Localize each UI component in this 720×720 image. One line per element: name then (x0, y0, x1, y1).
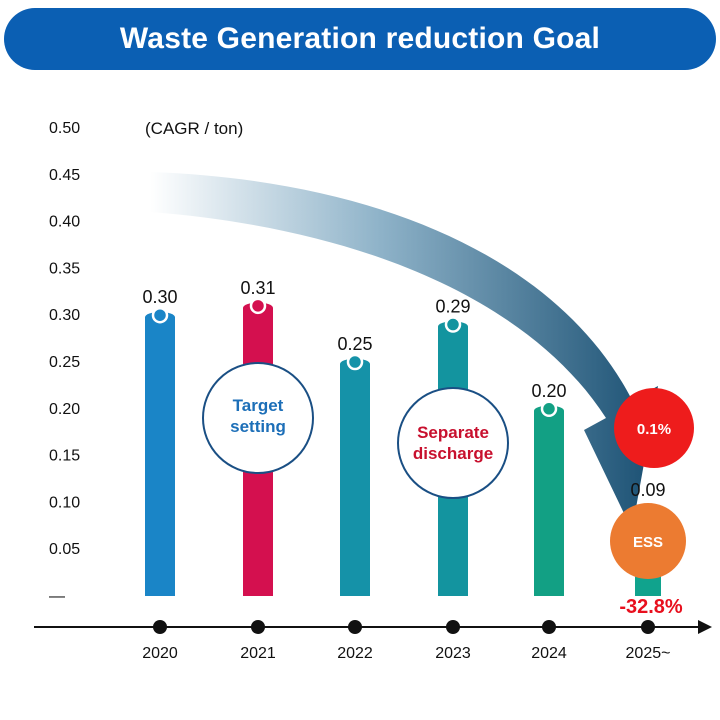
value-label: 0.09 (630, 480, 665, 500)
value-label: 0.31 (240, 278, 275, 298)
y-tick-label: 0.45 (49, 167, 80, 184)
target-setting-line2: setting (230, 417, 286, 436)
y-tick-label: 0.10 (49, 494, 80, 511)
separate-discharge-line2: discharge (413, 444, 493, 463)
x-tick-label: 2023 (435, 645, 471, 662)
x-tick-label: 2022 (337, 645, 373, 662)
y-tick-label: 0.30 (49, 307, 80, 324)
y-tick-label: — (49, 588, 65, 605)
ess-badge-text: ESS (633, 534, 663, 551)
x-axis-arrowhead (698, 620, 712, 634)
axis-dots-group (153, 620, 655, 634)
bar-top-marker (346, 353, 364, 371)
unit-label: (CAGR / ton) (145, 119, 243, 138)
bar-top-marker (151, 306, 169, 324)
ess-badge: ESS (610, 503, 686, 579)
separate-discharge-annotation: Separate discharge (397, 387, 509, 499)
percent-badge: 0.1% (614, 388, 694, 468)
y-tick-label: 0.35 (49, 260, 80, 277)
value-label: 0.25 (337, 334, 372, 354)
y-tick-label: 0.50 (49, 120, 80, 137)
y-axis-ticks: 0.50 0.45 0.40 0.35 0.30 0.25 0.20 0.15 0.10 0.05… (49, 120, 80, 605)
x-tick-label: 2021 (240, 645, 276, 662)
x-tick-label: 2020 (142, 645, 178, 662)
value-label: 0.30 (142, 287, 177, 307)
x-axis-dot (153, 620, 167, 634)
bar-2024 (534, 405, 564, 596)
x-tick-label: 2025~ (626, 645, 671, 662)
value-label: 0.20 (531, 381, 566, 401)
bar-2022 (340, 358, 370, 596)
x-axis-dot (348, 620, 362, 634)
x-axis-dot (641, 620, 655, 634)
y-tick-label: 0.25 (49, 354, 80, 371)
target-setting-line1: Target (233, 396, 284, 415)
value-label: 0.29 (435, 297, 470, 317)
percent-badge-text: 0.1% (637, 421, 671, 438)
y-tick-label: 0.15 (49, 448, 80, 465)
trend-arrow (150, 172, 658, 530)
x-axis-dot (251, 620, 265, 634)
x-tick-label: 2024 (531, 645, 567, 662)
reduction-percent-label: -32.8% (619, 596, 683, 618)
y-tick-label: 0.20 (49, 401, 80, 418)
y-tick-label: 0.40 (49, 214, 80, 231)
bar-top-marker (444, 316, 462, 333)
chart-title: Waste Generation reduction Goal (119, 22, 601, 55)
bar-top-marker (540, 400, 558, 418)
separate-discharge-line1: Separate (417, 423, 489, 442)
bar-top-marker (249, 297, 267, 315)
title-banner: Waste Generation reduction Goal (4, 8, 716, 70)
y-tick-label: 0.05 (49, 541, 80, 558)
x-axis-dot (446, 620, 460, 634)
x-axis-dot (542, 620, 556, 634)
year-labels-group: 2020 2021 2022 2023 2024 2025~ (142, 645, 670, 662)
target-setting-annotation: Target setting (202, 362, 314, 474)
bar-2020 (145, 311, 175, 596)
